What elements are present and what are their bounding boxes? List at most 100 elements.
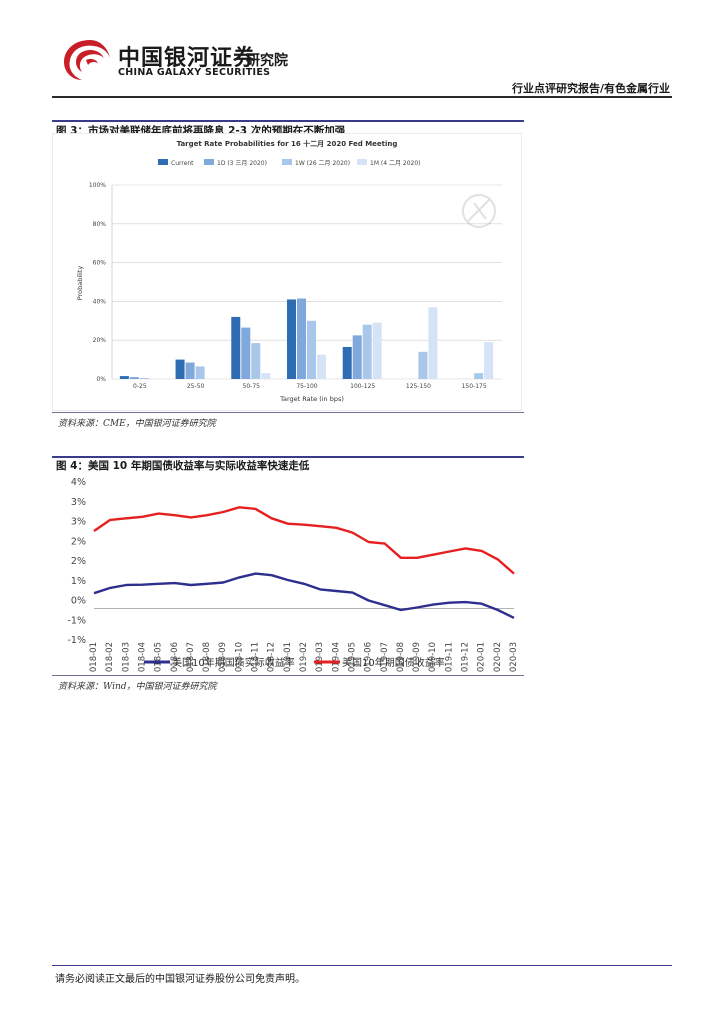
chart1-bar bbox=[297, 298, 306, 379]
chart2-xtick: 2019-08 bbox=[396, 642, 406, 672]
chart2-xtick: 2018-06 bbox=[170, 642, 180, 672]
chart1-legend-label: 1D (3 三月 2020) bbox=[217, 160, 267, 167]
chart1-ytick: 0% bbox=[96, 376, 106, 383]
chart2-xtick: 2018-03 bbox=[121, 642, 131, 672]
chart1-bar bbox=[474, 373, 484, 379]
chart1-bar bbox=[231, 316, 241, 379]
chart1-legend-label: 1M (4 二月 2020) bbox=[370, 160, 421, 167]
chart1-legend-swatch bbox=[357, 159, 367, 165]
chart1-bar bbox=[175, 359, 185, 379]
chart1-bar bbox=[241, 327, 251, 379]
chart2-xtick: 2018-05 bbox=[154, 642, 164, 672]
chart1-ytick: 60% bbox=[93, 260, 107, 267]
chart1-xlabel: Target Rate (in bps) bbox=[279, 395, 344, 403]
chart2-xtick: 2019-04 bbox=[331, 642, 341, 672]
chart1-xtick: 50-75 bbox=[243, 383, 261, 390]
chart1-bar bbox=[251, 343, 261, 379]
chart1-ylabel: Probability bbox=[76, 266, 84, 301]
chart2-xtick: 2018-07 bbox=[186, 642, 196, 672]
chart2-xtick: 2018-11 bbox=[251, 642, 261, 672]
chart2-ytick: 3% bbox=[71, 517, 86, 528]
chart2-xtick: 2018-12 bbox=[267, 642, 277, 672]
report-category: 行业点评研究报告/有色金属行业 bbox=[511, 82, 670, 95]
fig4-source: 资料来源：Wind，中国银河证券研究院 bbox=[58, 682, 217, 692]
chart2-legend: 美国10年期国债实际收益率 美国10年期国债收益率 bbox=[144, 656, 445, 669]
chart1-xtick: 150-175 bbox=[462, 383, 487, 390]
chart2-ytick: 0% bbox=[71, 596, 86, 607]
chart2-axes: -1% -1% 0% 1% 2% 2% 3% 3% 4% 2018-01 2018-02 2018-0… bbox=[68, 477, 520, 672]
chart1-ytick: 20% bbox=[93, 337, 107, 344]
chart2-ytick: 2% bbox=[71, 536, 86, 547]
fig3-bottom-rule bbox=[52, 412, 524, 413]
chart1-bar bbox=[129, 377, 139, 379]
chart1-xtick: 0-25 bbox=[133, 383, 147, 390]
fig4-top-rule bbox=[52, 456, 524, 458]
fig3-top-rule bbox=[52, 120, 524, 122]
chart2-ytick: -1% bbox=[68, 635, 87, 646]
chart1-bar bbox=[195, 366, 205, 379]
chart2-xtick: 2018-10 bbox=[234, 642, 244, 672]
chart1-bar bbox=[372, 322, 382, 379]
chart1-xtick: 100-125 bbox=[350, 383, 375, 390]
chart1-bar bbox=[342, 346, 352, 379]
chart2-xtick: 2019-12 bbox=[461, 642, 471, 672]
chart1-bar bbox=[362, 324, 372, 379]
rate-probability-chart: Target Rate Probabilities for 16 十二月 202… bbox=[52, 133, 522, 411]
chart1-axes: 0% 20% 40% 60% 80% 100% 0-25 25-50 50-75 75-100 10… bbox=[89, 182, 487, 390]
footer-divider bbox=[52, 965, 672, 966]
disclaimer-text: 请务必阅读正文最后的中国银河证券股份公司免责声明。 bbox=[55, 974, 305, 985]
fig4-bottom-rule bbox=[52, 675, 524, 676]
chart1-bar bbox=[428, 307, 438, 379]
chart2-xtick: 2020-03 bbox=[509, 642, 519, 672]
chart1-bar bbox=[352, 335, 362, 379]
chart1-bar bbox=[307, 320, 316, 379]
chart1-bar bbox=[139, 378, 149, 379]
chart2-xtick: 2019-02 bbox=[299, 642, 309, 672]
chart2-xtick: 2019-03 bbox=[315, 642, 325, 672]
chart1-legend-label: 1W (26 二月 2020) bbox=[295, 160, 350, 167]
chart1-bar bbox=[287, 299, 296, 379]
chart1-bar bbox=[317, 354, 326, 379]
chart1-legend: Current 1D (3 三月 2020) 1W (26 二月 2020) 1M (… bbox=[158, 159, 421, 167]
chart1-bar bbox=[261, 373, 271, 379]
chart1-bar bbox=[418, 351, 428, 379]
logo-institute: 研究院 bbox=[246, 53, 288, 69]
chart1-legend-swatch bbox=[282, 159, 292, 165]
chart1-bars bbox=[119, 298, 494, 379]
chart2-xtick: 2019-05 bbox=[347, 642, 357, 672]
logo-english-name: CHINA GALAXY SECURITIES bbox=[118, 67, 271, 78]
logo-chinese-name: 中国银河证券 bbox=[118, 46, 257, 71]
chart2-ytick: 4% bbox=[71, 477, 86, 488]
header-divider bbox=[52, 96, 672, 98]
chart2-legend-label: 美国10年期国债实际收益率 bbox=[172, 656, 295, 669]
chart2-ytick: 2% bbox=[71, 556, 86, 567]
chart2-xtick: 2018-04 bbox=[137, 642, 147, 672]
chart1-ytick: 40% bbox=[93, 298, 107, 305]
chart2-ytick: 1% bbox=[71, 576, 86, 587]
chart1-legend-swatch bbox=[158, 159, 168, 165]
chart1-legend-label: Current bbox=[171, 160, 194, 167]
fig3-source: 资料来源：CME，中国银河证券研究院 bbox=[58, 419, 216, 429]
chart2-series-line bbox=[93, 572, 515, 619]
chart2-xtick: 2019-09 bbox=[412, 642, 422, 672]
company-logo-icon bbox=[64, 40, 110, 80]
chart2-xtick: 2018-01 bbox=[89, 642, 99, 672]
chart1-xtick: 125-150 bbox=[406, 383, 431, 390]
fig4-title: 图 4：美国 10 年期国债收益率与实际收益率快速走低 bbox=[56, 460, 310, 472]
chart1-xtick: 25-50 bbox=[187, 383, 205, 390]
chart2-series-line bbox=[93, 506, 515, 575]
chart2-legend-label: 美国10年期国债收益率 bbox=[342, 656, 445, 669]
chart2-lines bbox=[93, 506, 515, 619]
chart2-xtick: 2018-09 bbox=[218, 642, 228, 672]
chart1-xtick: 75-100 bbox=[296, 383, 317, 390]
chart2-xtick: 2020-02 bbox=[493, 642, 503, 672]
chart2-xtick: 2019-10 bbox=[428, 642, 438, 672]
chart2-xtick: 2019-11 bbox=[444, 642, 454, 672]
chart1-bar bbox=[119, 376, 129, 379]
chart2-xtick: 2019-01 bbox=[283, 642, 293, 672]
chart2-xtick: 2020-01 bbox=[477, 642, 487, 672]
chart1-legend-swatch bbox=[204, 159, 214, 165]
chart1-bar bbox=[185, 362, 195, 379]
watermark-icon bbox=[462, 194, 496, 228]
chart2-ytick: 3% bbox=[71, 497, 86, 508]
